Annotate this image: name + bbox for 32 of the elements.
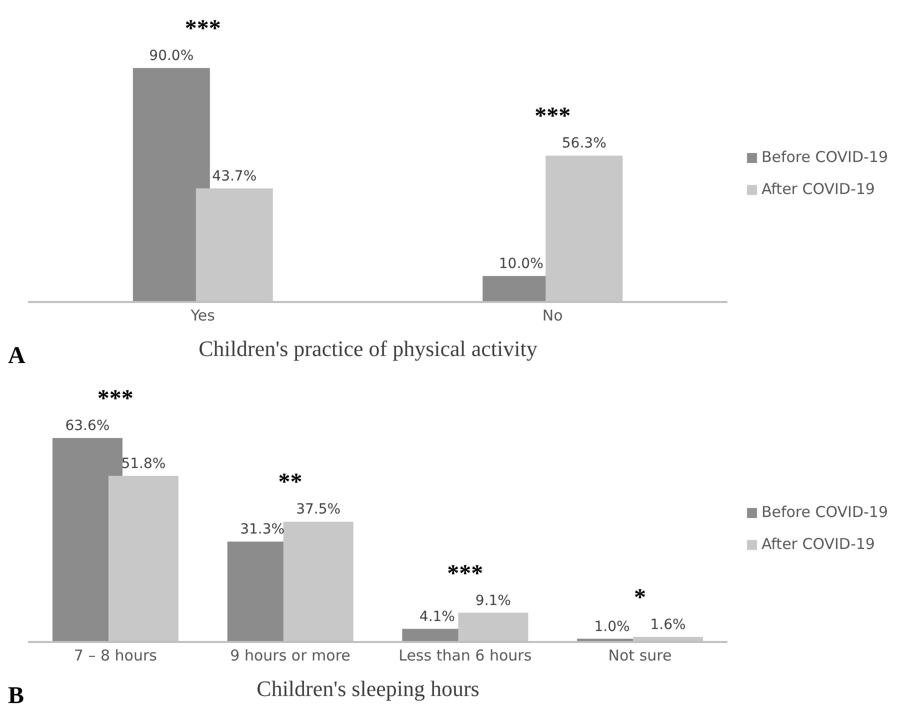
annotation: ** (278, 470, 302, 496)
x-tick-label: No (542, 306, 563, 325)
annotation: *** (184, 16, 221, 42)
legend-label: After COVID-19 (761, 180, 875, 198)
data-label: 10.0% (498, 256, 544, 272)
x-axis-title: Children's sleeping hours (256, 676, 480, 701)
data-label: 56.3% (562, 136, 606, 152)
annotation: *** (97, 386, 134, 412)
bar (132, 68, 210, 302)
x-axis-title: Children's practice of physical activity (198, 336, 538, 361)
text: A (8, 343, 26, 370)
x-tick-label: Yes (190, 306, 216, 325)
data-label: 90.0% (149, 48, 194, 64)
x-tick-label: 7 – 8 hours (74, 646, 158, 665)
legend-label: After COVID-19 (761, 535, 875, 553)
data-label: 1.0% (594, 618, 630, 635)
data-label: 4.1% (419, 608, 455, 625)
text: B (8, 683, 26, 710)
x-tick-label: 9 hours or more (230, 646, 350, 665)
data-label: 9.1% (475, 592, 511, 609)
legend-label: Before COVID-19 (761, 148, 888, 166)
x-tick-label: Not sure (608, 646, 672, 665)
annotation: *** (534, 104, 571, 130)
annotation: * (634, 584, 646, 611)
x-tick-label: Less than 6 hours (398, 646, 532, 665)
data-label: 37.5% (296, 502, 341, 518)
data-label: 43.7% (212, 168, 257, 184)
data-label: 63.6% (65, 418, 110, 434)
legend-label: Before COVID-19 (761, 503, 888, 521)
annotation: *** (447, 560, 484, 587)
data-label: 1.6% (650, 616, 686, 633)
data-label: 31.3% (240, 522, 285, 538)
